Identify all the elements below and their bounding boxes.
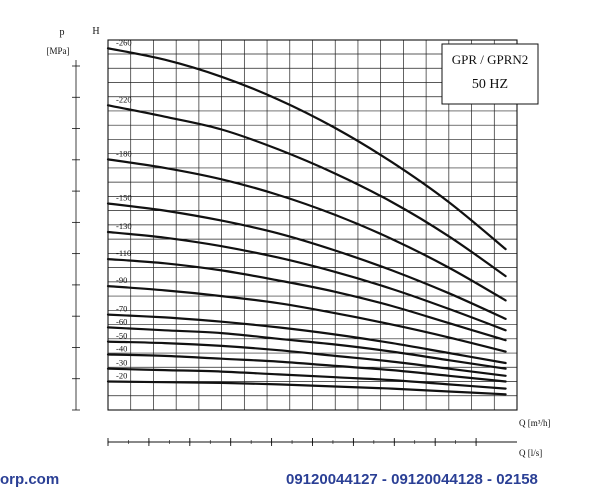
pump-curve-chart: -260 -220 -180 -150 -130 -110 -90 -70 -60 -50 -40 -…: [47, 26, 551, 458]
curve-label: -110: [116, 248, 131, 258]
pump-curve-40: [106, 353, 507, 383]
curve-label: -30: [116, 358, 127, 368]
pump-curve-130: [106, 230, 507, 332]
pump-curve-150: [106, 202, 507, 320]
pump-curve-260: [106, 47, 507, 251]
pump-curve-20: [106, 380, 507, 396]
curve-label: -220: [116, 94, 132, 104]
legend-frequency: 50 HZ: [472, 77, 508, 92]
curve-label: -50: [116, 331, 127, 341]
curve-label: -150: [116, 193, 132, 203]
curve-label: -40: [116, 343, 127, 353]
legend-box: GPR / GPRN2 50 HZ: [441, 43, 539, 105]
performance-curves: [106, 47, 507, 396]
pump-curve-180: [106, 158, 507, 302]
pressure-axis-label: p: [60, 27, 65, 38]
curve-labels: -260 -220 -180 -150 -130 -110 -90 -70 -60 -50 -40 -…: [116, 37, 132, 380]
plot-border: [107, 39, 518, 411]
pump-curve-220: [106, 104, 507, 278]
curve-label: -90: [116, 275, 127, 285]
flow-ls-axis-label: Q [l/s]: [519, 448, 542, 458]
chart-axes: [72, 60, 517, 446]
pump-curve-110: [106, 258, 507, 342]
flow-m3h-axis-label: Q [m³/h]: [519, 418, 550, 428]
curve-label: -130: [116, 221, 132, 231]
pump-curve-50: [106, 340, 507, 377]
head-axis-label: H: [92, 26, 99, 37]
curve-label: -180: [116, 148, 132, 158]
pump-curve-30: [106, 367, 507, 390]
legend-title: GPR / GPRN2: [452, 52, 529, 67]
pump-curve-90: [106, 285, 507, 353]
pump-curve-70: [106, 313, 507, 365]
curve-label: -20: [116, 371, 127, 381]
pressure-axis-unit: [MPa]: [47, 46, 70, 56]
pump-curve-60: [106, 326, 507, 370]
footer-phone-numbers: 09120044127 - 09120044128 - 02158: [286, 471, 538, 488]
curve-label: -70: [116, 304, 127, 314]
curve-label: -260: [116, 37, 132, 47]
footer-website: orp.com: [0, 471, 60, 488]
curve-label: -60: [116, 316, 127, 326]
